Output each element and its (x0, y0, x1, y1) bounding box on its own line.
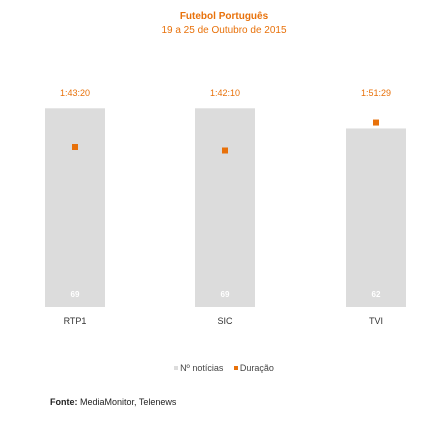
bar-value-label: 69 (71, 290, 80, 299)
duration-point-tvi (373, 119, 379, 126)
category-label: SIC (217, 316, 233, 326)
category-label: RTP1 (64, 316, 87, 326)
duration-label: 1:43:20 (60, 88, 90, 98)
duration-point-sic (222, 147, 228, 154)
bar-value-label: 62 (372, 290, 381, 299)
bar-news-tvi (346, 128, 406, 307)
legend-swatch-duration (233, 365, 238, 370)
legend-item-duration[interactable]: Duração (233, 363, 274, 373)
bar-news-rtp1 (45, 108, 105, 307)
legend-swatch-news (174, 365, 179, 370)
legend-label-duration: Duração (239, 363, 274, 373)
legend: Nº notícias Duração (0, 363, 448, 373)
duration-label: 1:42:10 (210, 88, 240, 98)
chart-title: Futebol Português (179, 11, 269, 22)
duration-point-rtp1 (72, 144, 78, 150)
chart-subtitle: 19 a 25 de Outubro de 2015 (161, 25, 287, 36)
bar-news-sic (195, 108, 255, 307)
source-note: Fonte: MediaMonitor, Telenews (50, 397, 176, 407)
bar-value-label: 69 (221, 290, 230, 299)
duration-label: 1:51:29 (361, 88, 391, 98)
category-label: TVI (369, 316, 383, 326)
legend-item-news[interactable]: Nº notícias (174, 363, 223, 373)
legend-label-news: Nº notícias (180, 363, 224, 373)
source-text: MediaMonitor, Telenews (80, 397, 177, 407)
source-label: Fonte: (50, 397, 78, 407)
